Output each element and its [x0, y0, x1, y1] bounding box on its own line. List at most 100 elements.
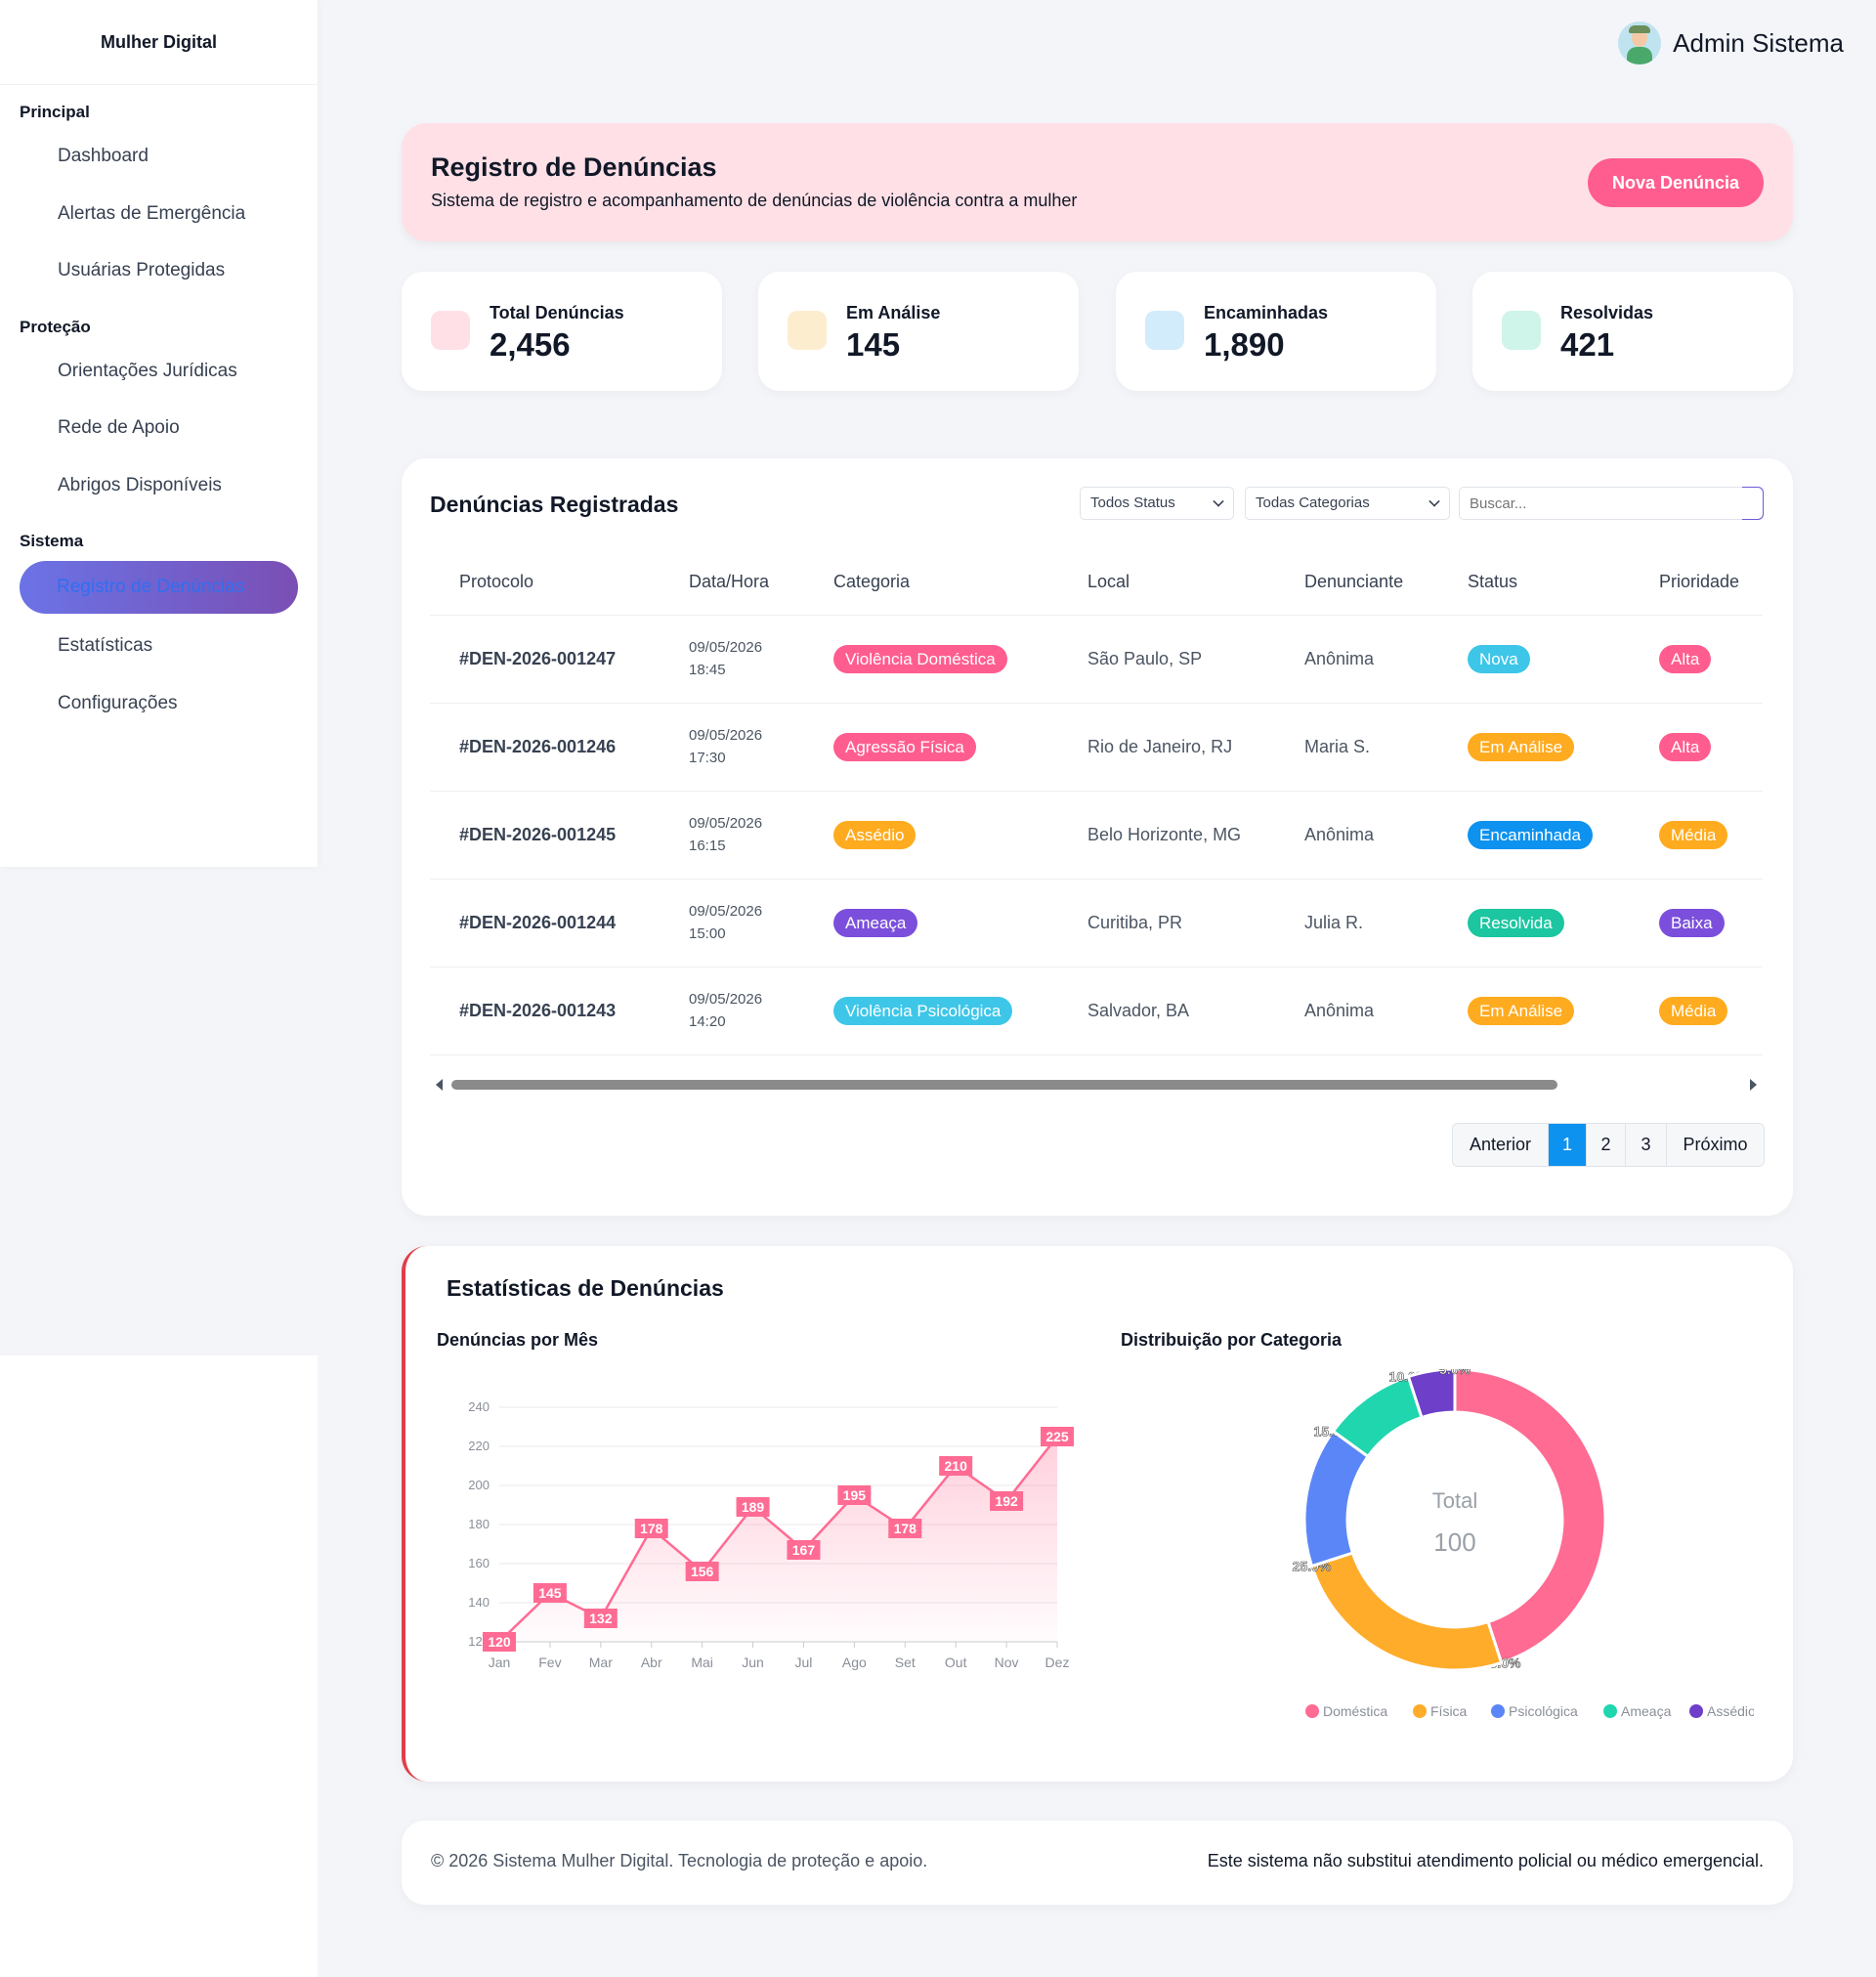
- datetime-cell: 09/05/2026 14:20: [660, 967, 804, 1055]
- page-title: Registro de Denúncias: [431, 152, 717, 182]
- sidebar-item-estatisticas[interactable]: Estatísticas: [58, 635, 153, 656]
- stat-value: 2,456: [490, 326, 571, 363]
- page-subtitle: Sistema de registro e acompanhamento de …: [431, 191, 1078, 210]
- sidebar-item-orientacoes[interactable]: Orientações Jurídicas: [58, 360, 237, 381]
- sidebar-item-dashboard[interactable]: Dashboard: [58, 146, 149, 166]
- location-cell: São Paulo, SP: [1058, 615, 1275, 704]
- status-badge: Em Análise: [1468, 996, 1575, 1025]
- table-row[interactable]: #DEN-2026-001244 09/05/2026 15:00 Ameaça Cur…: [430, 879, 1763, 967]
- y-tick-label: 220: [468, 1439, 490, 1453]
- donut-slice: [1309, 1551, 1504, 1672]
- sidebar-item-registro[interactable]: Registro de Denúncias: [20, 561, 298, 614]
- priority-cell: Alta: [1630, 615, 1763, 704]
- column-header[interactable]: Protocolo: [430, 550, 660, 616]
- category-badge: Agressão Física: [833, 732, 976, 761]
- table-row[interactable]: #DEN-2026-001246 09/05/2026 17:30 Agressão …: [430, 703, 1763, 792]
- search-input[interactable]: [1459, 487, 1764, 520]
- stat-card-resolvidas: Resolvidas 421: [1472, 272, 1793, 391]
- series-area: [499, 1437, 1057, 1642]
- table-row[interactable]: #DEN-2026-001247 09/05/2026 18:45 Violência…: [430, 615, 1763, 704]
- data-label-box: [787, 1540, 821, 1560]
- y-tick-label: 180: [468, 1517, 490, 1531]
- nav-section-title: Sistema: [20, 532, 84, 550]
- time-text: 17:30: [689, 750, 726, 766]
- column-header[interactable]: Data/Hora: [660, 550, 804, 616]
- data-label: 195: [843, 1487, 867, 1503]
- new-report-button[interactable]: Nova Denúncia: [1588, 158, 1764, 207]
- date-text: 09/05/2026: [689, 815, 763, 832]
- stat-card-analise: Em Análise 145: [758, 272, 1079, 391]
- data-label: 192: [995, 1493, 1018, 1509]
- column-header[interactable]: Categoria: [804, 550, 1058, 616]
- legend-label: Doméstica: [1323, 1703, 1387, 1719]
- user-menu[interactable]: Admin Sistema: [1618, 21, 1844, 64]
- sidebar: Mulher Digital Principal Dashboard Alert…: [0, 0, 318, 867]
- column-header[interactable]: Local: [1058, 550, 1275, 616]
- stat-label: Resolvidas: [1560, 303, 1654, 322]
- protocol-cell[interactable]: #DEN-2026-001243: [430, 967, 660, 1055]
- nav-section-protecao: Proteção Orientações Jurídicas Rede de A…: [0, 300, 318, 515]
- scrollbar-thumb[interactable]: [451, 1080, 1557, 1090]
- user-name: Admin Sistema: [1673, 27, 1844, 58]
- category-badge: Ameaça: [833, 908, 918, 937]
- data-label-box: [939, 1456, 973, 1476]
- protocol-cell[interactable]: #DEN-2026-001244: [430, 879, 660, 967]
- brand-logo[interactable]: Mulher Digital: [0, 0, 318, 85]
- protocol-cell[interactable]: #DEN-2026-001246: [430, 703, 660, 792]
- avatar[interactable]: [1618, 21, 1662, 64]
- pagination-next-button[interactable]: Próximo: [1667, 1124, 1764, 1166]
- scroll-right-icon[interactable]: [1750, 1079, 1757, 1091]
- legend-swatch: [1603, 1704, 1617, 1718]
- category-filter-select[interactable]: Todas Categorias: [1245, 487, 1450, 520]
- category-cell: Agressão Física: [804, 703, 1058, 792]
- table-row[interactable]: #DEN-2026-001245 09/05/2026 16:15 Assédio Be…: [430, 791, 1763, 880]
- scroll-left-icon[interactable]: [436, 1079, 443, 1091]
- column-header[interactable]: Prioridade: [1630, 550, 1763, 616]
- data-label: 178: [640, 1521, 663, 1536]
- search-button[interactable]: [1742, 487, 1764, 520]
- time-text: 16:15: [689, 838, 726, 854]
- status-cell: Nova: [1438, 615, 1630, 704]
- pie-chart-title: Distribuição por Categoria: [1121, 1330, 1343, 1350]
- pagination-page-button[interactable]: 1: [1549, 1124, 1587, 1166]
- data-label: 225: [1045, 1429, 1069, 1444]
- data-label: 210: [945, 1458, 968, 1474]
- table-header-row: Protocolo Data/Hora Categoria Local Denu…: [430, 550, 1763, 616]
- data-label: 132: [589, 1611, 613, 1626]
- status-cell: Em Análise: [1438, 703, 1630, 792]
- priority-cell: Média: [1630, 967, 1763, 1055]
- table-row[interactable]: #DEN-2026-001243 09/05/2026 14:20 Violência…: [430, 967, 1763, 1055]
- x-tick-label: Out: [945, 1655, 967, 1670]
- legend-swatch: [1491, 1704, 1505, 1718]
- monthly-reports-line-chart: 120 140 160 180 200 220 240 Jan Fev Mar Abr Mai Jun J…: [468, 1399, 1074, 1670]
- horizontal-scrollbar[interactable]: [430, 1074, 1763, 1096]
- stat-icon: [1145, 311, 1184, 350]
- protocol-cell[interactable]: #DEN-2026-001245: [430, 791, 660, 880]
- pagination-prev-button[interactable]: Anterior: [1453, 1124, 1549, 1166]
- reporter-cell: Anônima: [1275, 791, 1438, 880]
- data-label: 145: [538, 1585, 562, 1601]
- location-cell: Rio de Janeiro, RJ: [1058, 703, 1275, 792]
- category-badge: Violência Doméstica: [833, 644, 1007, 673]
- stat-card-total: Total Denúncias 2,456: [402, 272, 722, 391]
- sidebar-item-rede-apoio[interactable]: Rede de Apoio: [58, 417, 180, 438]
- sidebar-item-alertas[interactable]: Alertas de Emergência: [58, 202, 246, 224]
- status-filter-select[interactable]: Todos Status: [1080, 487, 1234, 520]
- column-header[interactable]: Denunciante: [1275, 550, 1438, 616]
- sidebar-item-usuarias[interactable]: Usuárias Protegidas: [58, 260, 226, 280]
- date-text: 09/05/2026: [689, 639, 763, 656]
- protocol-cell[interactable]: #DEN-2026-001247: [430, 615, 660, 704]
- datetime-cell: 09/05/2026 18:45: [660, 615, 804, 704]
- datetime-cell: 09/05/2026 16:15: [660, 791, 804, 880]
- sidebar-item-configuracoes[interactable]: Configurações: [58, 692, 178, 713]
- column-header[interactable]: Status: [1438, 550, 1630, 616]
- y-tick-label: 160: [468, 1556, 490, 1570]
- stat-value: 1,890: [1204, 326, 1285, 363]
- pagination-page-button[interactable]: 2: [1587, 1124, 1626, 1166]
- pagination-page-button[interactable]: 3: [1626, 1124, 1667, 1166]
- reports-table-card: Denúncias Registradas Todos Status Todas…: [402, 458, 1793, 1216]
- datetime-cell: 09/05/2026 15:00: [660, 879, 804, 967]
- x-tick-label: Mar: [589, 1655, 613, 1670]
- legend-label: Psicológica: [1509, 1703, 1578, 1719]
- sidebar-item-abrigos[interactable]: Abrigos Disponíveis: [58, 474, 222, 495]
